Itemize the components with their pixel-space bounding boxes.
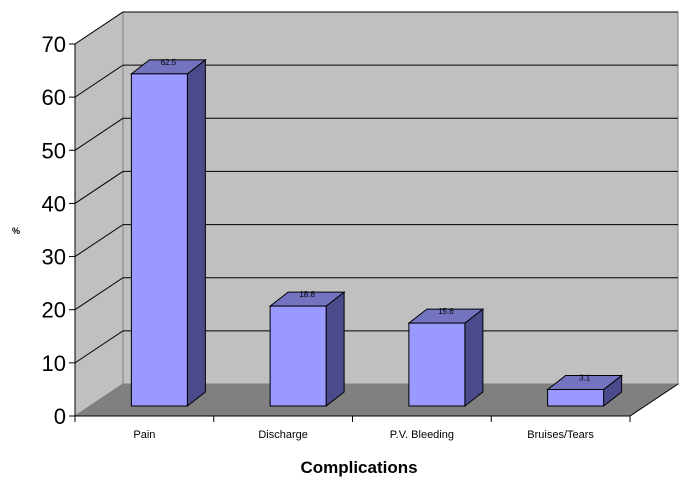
y-tick-label: 0 — [54, 404, 66, 429]
labels: 0 10 20 30 40 50 60 70 62.5 Pain 18.8 Discharge 15.6… — [42, 32, 595, 441]
y-tick-label: 40 — [42, 191, 66, 216]
x-tick-label: P.V. Bleeding — [390, 429, 454, 441]
bar — [407, 308, 485, 408]
data-label: 15.6 — [438, 307, 454, 316]
gridline — [74, 170, 678, 204]
y-tick-label: 30 — [42, 245, 66, 270]
x-tick-label: Discharge — [258, 429, 308, 441]
bar-side — [186, 58, 206, 408]
y-tick-label: 10 — [42, 351, 66, 376]
back-wall — [122, 11, 679, 385]
bar-side — [464, 308, 484, 408]
bar — [268, 291, 346, 408]
x-axis-title: Complications — [300, 458, 417, 477]
x-tick-label: Pain — [133, 429, 155, 441]
axes — [69, 43, 679, 422]
bar-front — [547, 389, 605, 407]
y-tick-label: 50 — [42, 138, 66, 163]
bar-front — [130, 73, 188, 407]
bar — [129, 58, 207, 408]
bar-front — [269, 305, 327, 407]
floor-edge — [629, 383, 679, 417]
gridlines — [74, 11, 678, 364]
bar-front — [408, 322, 466, 407]
y-tick-label: 60 — [42, 85, 66, 110]
x-tick-label: Bruises/Tears — [527, 429, 594, 441]
y-axis-title: % — [12, 226, 20, 236]
gridline — [74, 117, 678, 151]
bars — [129, 58, 624, 408]
data-label: 62.5 — [161, 58, 177, 67]
gridline — [74, 330, 678, 364]
gridline — [74, 11, 678, 45]
y-tick-label: 20 — [42, 298, 66, 323]
gridline — [74, 224, 678, 257]
gridline — [74, 64, 678, 98]
y-tick-label: 70 — [42, 32, 66, 57]
gridline — [74, 277, 678, 311]
bar-side — [325, 291, 345, 408]
bar — [546, 374, 624, 408]
side-wall — [74, 11, 124, 417]
data-label: 18.8 — [299, 290, 315, 299]
data-label: 3.1 — [579, 374, 591, 383]
